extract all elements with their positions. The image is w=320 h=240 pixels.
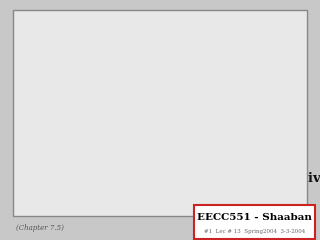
Text: Types of Buses: Types of Buses	[42, 59, 111, 68]
Text: Designing an I/O System: Designing an I/O System	[42, 146, 155, 155]
Text: •: •	[25, 146, 30, 155]
Text: •: •	[25, 59, 30, 68]
Text: •: •	[25, 172, 35, 189]
Text: I/O System Modeling Using Queuing Theory: I/O System Modeling Using Queuing Theory	[42, 124, 244, 133]
Text: EECC551 - Shaaban: EECC551 - Shaaban	[197, 213, 312, 222]
Text: •: •	[25, 81, 30, 90]
Text: (Chapter 7.5): (Chapter 7.5)	[16, 224, 64, 232]
Text: #1  Lec # 13  Spring2004  3-3-2004: #1 Lec # 13 Spring2004 3-3-2004	[204, 229, 305, 234]
Text: •: •	[25, 124, 30, 133]
Text: •: •	[25, 102, 30, 112]
Text: Magnetic Disk Characteristics: Magnetic Disk Characteristics	[42, 16, 181, 25]
Text: RAID (Redundant Array of Inexpensive Disks): RAID (Redundant Array of Inexpensive Dis…	[42, 172, 320, 185]
Text: I/O Connection Structure: I/O Connection Structure	[42, 37, 157, 47]
Text: I/O Performance Metrics: I/O Performance Metrics	[42, 102, 155, 112]
Text: •: •	[25, 16, 30, 25]
Text: Cache & I/O: Cache & I/O	[42, 81, 98, 90]
Text: •: •	[25, 37, 30, 47]
